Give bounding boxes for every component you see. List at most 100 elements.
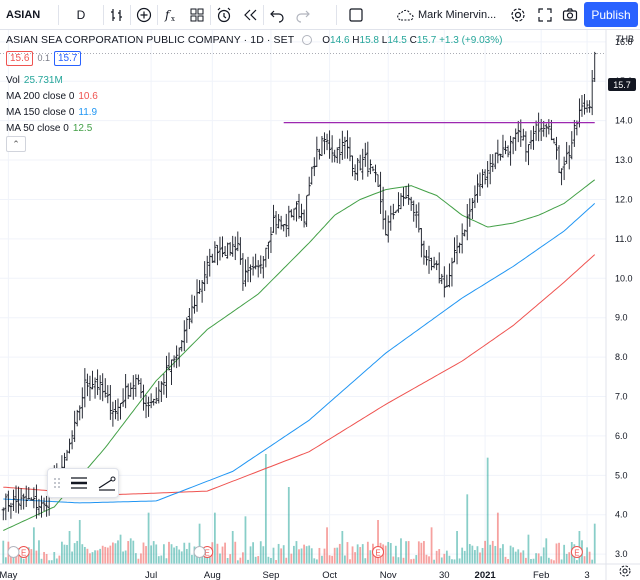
- interval-button[interactable]: D: [76, 7, 86, 22]
- price-bar: [254, 253, 258, 270]
- price-bar: [391, 203, 395, 220]
- trend-line-icon[interactable]: [96, 474, 118, 492]
- time-tick-label: May: [0, 570, 18, 580]
- price-bar: [98, 375, 102, 400]
- volume-bar: [165, 558, 168, 564]
- price-bar: [361, 148, 365, 180]
- price-tick-label: 8.0: [615, 352, 628, 362]
- volume-bar: [122, 551, 124, 564]
- price-bar: [376, 174, 380, 187]
- templates-icon[interactable]: [184, 0, 210, 30]
- volume-bar: [537, 553, 540, 564]
- price-bar: [435, 260, 439, 271]
- volume-label: Vol: [6, 74, 20, 86]
- price-bar: [547, 119, 551, 135]
- price-bar: [356, 158, 360, 181]
- volume-bar: [239, 557, 242, 564]
- volume-bar: [507, 559, 509, 564]
- volume-bar: [183, 542, 186, 564]
- price-bar: [190, 294, 194, 324]
- price-chart[interactable]: 16.015.014.013.012.011.010.09.08.07.06.0…: [0, 30, 640, 580]
- sell-price-button[interactable]: 15.6: [6, 50, 34, 66]
- volume-bar: [394, 545, 397, 564]
- price-bar: [427, 245, 431, 274]
- volume-bar: [486, 457, 489, 564]
- volume-bar: [514, 551, 517, 564]
- drag-handle-icon[interactable]: [52, 475, 62, 491]
- volume-bar: [40, 558, 43, 564]
- line-style-icon[interactable]: [68, 474, 90, 492]
- volume-bar: [262, 546, 265, 564]
- volume-bar: [384, 545, 387, 564]
- volume-bar: [71, 551, 73, 564]
- price-bar: [37, 498, 41, 516]
- replay-icon[interactable]: [237, 0, 263, 30]
- volume-bar: [397, 557, 400, 564]
- volume-bar: [132, 540, 135, 564]
- volume-bar: [540, 556, 543, 564]
- price-bar: [289, 209, 293, 218]
- price-bar: [264, 247, 268, 268]
- time-tick-label: 2021: [475, 570, 497, 580]
- publish-button[interactable]: Publish: [584, 2, 638, 27]
- volume-bar: [249, 546, 252, 564]
- ma150-label: MA 150 close 0: [6, 106, 75, 118]
- earnings-marker: E: [372, 546, 385, 558]
- price-bar: [175, 345, 179, 369]
- add-compare-icon[interactable]: [131, 0, 157, 30]
- earnings-marker: E: [570, 546, 583, 558]
- price-bar: [45, 495, 49, 517]
- price-bar: [310, 166, 314, 185]
- time-tick-label: Oct: [322, 570, 337, 580]
- price-bar: [496, 139, 500, 164]
- price-bar: [243, 259, 248, 287]
- layout-icon[interactable]: [343, 0, 369, 30]
- buy-price-button[interactable]: 15.7: [53, 50, 82, 66]
- alert-icon[interactable]: [211, 0, 237, 30]
- chart-settings-icon[interactable]: [618, 564, 632, 578]
- layout-name-button[interactable]: Mark Minervin...: [396, 0, 502, 30]
- price-bar: [277, 214, 281, 229]
- volume-bar: [247, 559, 249, 564]
- price-bar: [226, 242, 230, 259]
- settings-icon[interactable]: [505, 0, 531, 30]
- open-value: 14.6: [330, 34, 350, 46]
- price-bar: [136, 374, 140, 385]
- volume-bar: [443, 553, 446, 564]
- price-bar: [302, 209, 306, 228]
- undo-icon[interactable]: [264, 0, 290, 30]
- volume-bar: [198, 523, 201, 564]
- collapse-legend-button[interactable]: ⌃: [6, 136, 26, 152]
- price-bar: [228, 242, 232, 256]
- time-tick-label: Jul: [145, 570, 157, 580]
- price-bar: [554, 136, 559, 160]
- price-bar: [129, 382, 133, 397]
- volume-bar: [504, 556, 507, 564]
- price-bar: [315, 136, 319, 168]
- price-bar: [297, 193, 301, 219]
- snapshot-icon[interactable]: [557, 0, 583, 30]
- price-bar: [4, 493, 8, 521]
- price-bar: [42, 497, 46, 512]
- volume-bar: [48, 560, 51, 564]
- redo-icon[interactable]: [290, 0, 316, 30]
- price-bar: [526, 144, 531, 166]
- fullscreen-icon[interactable]: [532, 0, 558, 30]
- bar-style-icon[interactable]: [104, 0, 130, 30]
- spread-value: 0.1: [37, 53, 50, 63]
- volume-bar: [152, 541, 155, 564]
- price-bar: [187, 308, 191, 330]
- price-bar: [248, 264, 253, 283]
- volume-bar: [4, 557, 7, 564]
- volume-bar: [484, 540, 486, 564]
- ma200-value: 10.6: [78, 90, 98, 102]
- dividend-marker: [7, 546, 20, 558]
- volume-bar: [509, 545, 512, 564]
- price-axis[interactable]: 16.015.014.013.012.011.010.09.08.07.06.0…: [615, 37, 633, 559]
- time-axis[interactable]: May Jul Aug Sep Oct Nov 30 2021 Feb 3: [0, 570, 590, 580]
- volume-bar: [140, 553, 142, 564]
- ma200-line: [3, 254, 596, 496]
- symbol-search[interactable]: ASIAN: [6, 8, 41, 21]
- volume-bar: [114, 543, 117, 564]
